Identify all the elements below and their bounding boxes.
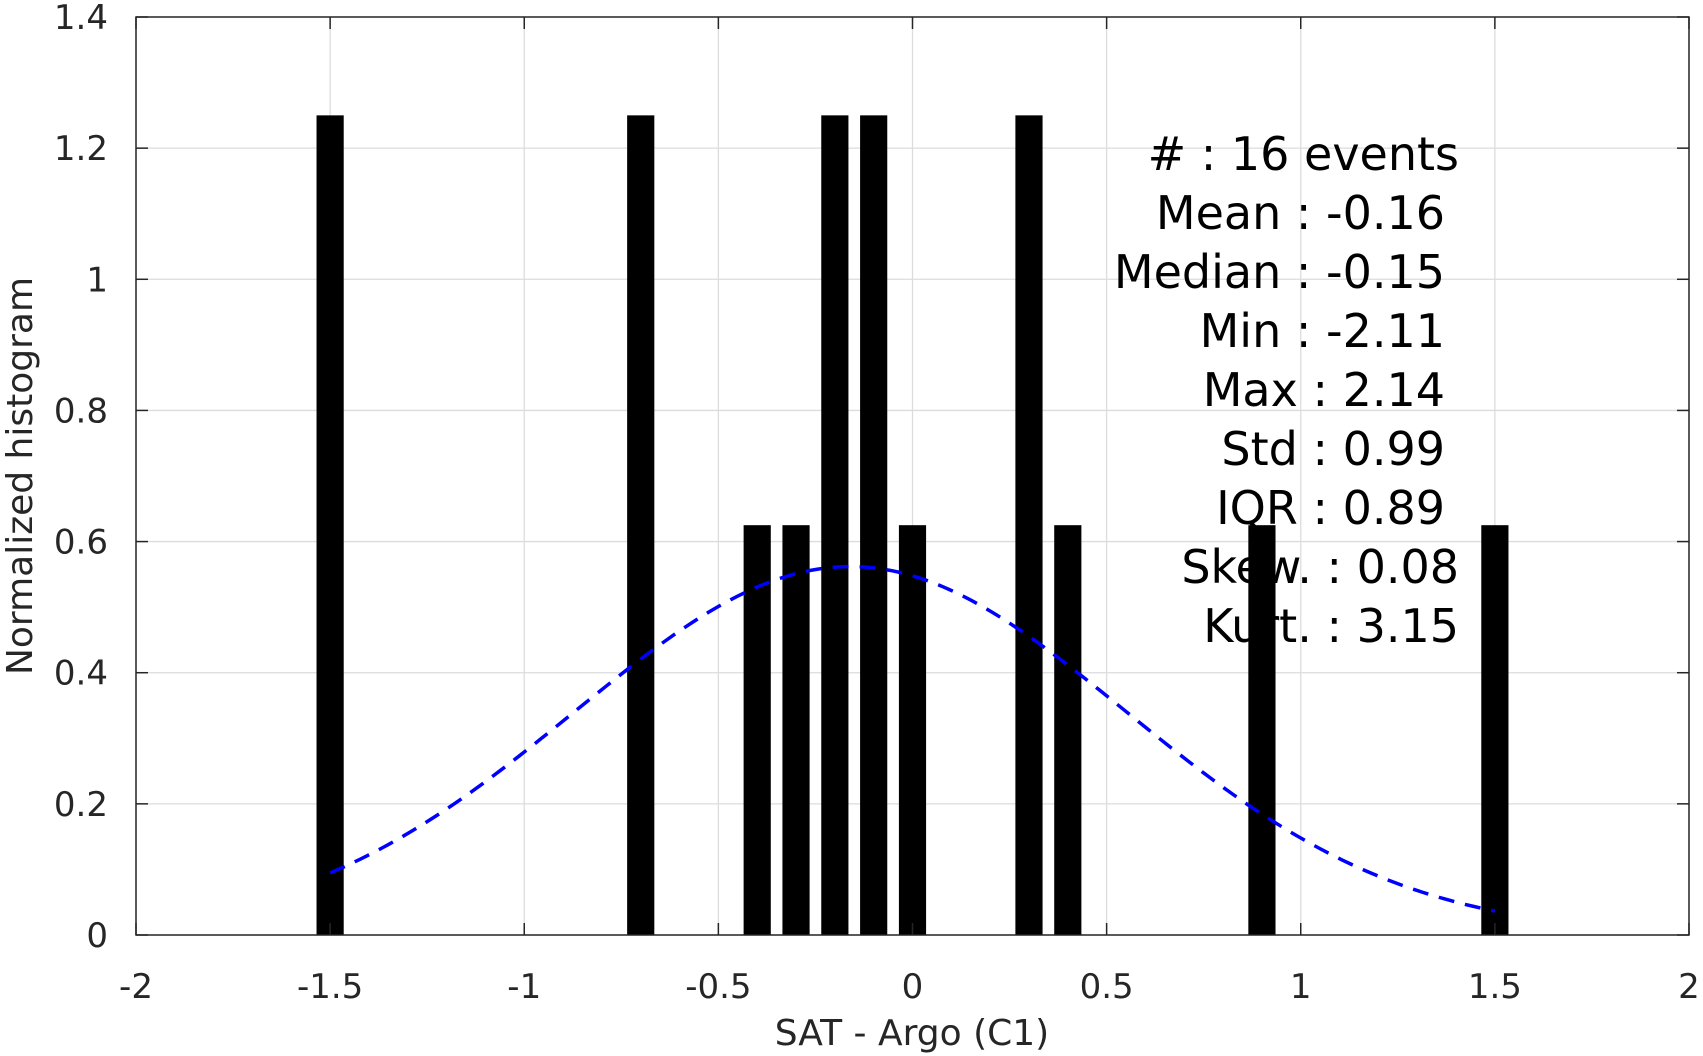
x-tick-label: 1.5 [1468, 967, 1522, 1007]
stats-line: Mean : -0.16 [1156, 186, 1445, 240]
normal-fit-curve [329, 564, 1496, 913]
y-tick-label: 0.6 [54, 523, 108, 563]
x-tick-label: -1.5 [297, 967, 363, 1007]
y-tick-label: 0.4 [54, 654, 108, 694]
y-tick-labels: 0 0.2 0.4 0.6 0.8 1 1.2 1.4 [54, 0, 108, 956]
y-tick-label: 0.2 [54, 785, 108, 825]
x-tick-label: 1 [1290, 967, 1312, 1007]
stats-line: Min : -2.11 [1200, 304, 1445, 358]
y-tick-label: 0.8 [54, 391, 108, 431]
histogram-bar [743, 525, 771, 935]
histogram-bar [1054, 525, 1082, 935]
histogram-bar [1248, 525, 1276, 935]
stats-line: IQR : 0.89 [1216, 481, 1445, 535]
histogram-bars [316, 115, 1509, 936]
stats-line: # : 16 events [1148, 127, 1459, 181]
x-tick-labels: -2 -1.5 -1 -0.5 0 0.5 1 1.5 2 [119, 967, 1700, 1007]
y-axis-label: Normalized histogram [0, 277, 41, 675]
y-tick-label: 1.2 [54, 129, 108, 169]
stats-line: Kurt. : 3.15 [1203, 599, 1459, 653]
histogram-bar [782, 525, 810, 935]
histogram-bar [316, 115, 344, 936]
histogram-bar [627, 115, 655, 936]
histogram-bar [1481, 525, 1509, 935]
x-tick-label: -0.5 [685, 967, 751, 1007]
x-tick-label: -1 [507, 967, 541, 1007]
plot-frame [135, 16, 1690, 936]
x-tick-label: -2 [119, 967, 153, 1007]
y-tick-label: 0 [86, 916, 108, 956]
x-tick-label: 2 [1678, 967, 1700, 1007]
y-tick-label: 1.4 [54, 0, 108, 38]
x-tick-label: 0.5 [1080, 967, 1134, 1007]
stats-line: Max : 2.14 [1203, 363, 1445, 417]
histogram-bar [898, 525, 927, 935]
histogram-bar [821, 115, 849, 936]
x-axis-label: SAT - Argo (C1) [775, 1013, 1049, 1054]
x-tick-label: 0 [902, 967, 924, 1007]
stats-line: Skew. : 0.08 [1181, 540, 1459, 594]
y-tick-label: 1 [86, 260, 108, 300]
stats-line: Median : -0.15 [1114, 245, 1445, 299]
histogram-bar [1015, 115, 1043, 936]
histogram-bar [860, 115, 888, 936]
stats-line: Std : 0.99 [1221, 422, 1445, 476]
